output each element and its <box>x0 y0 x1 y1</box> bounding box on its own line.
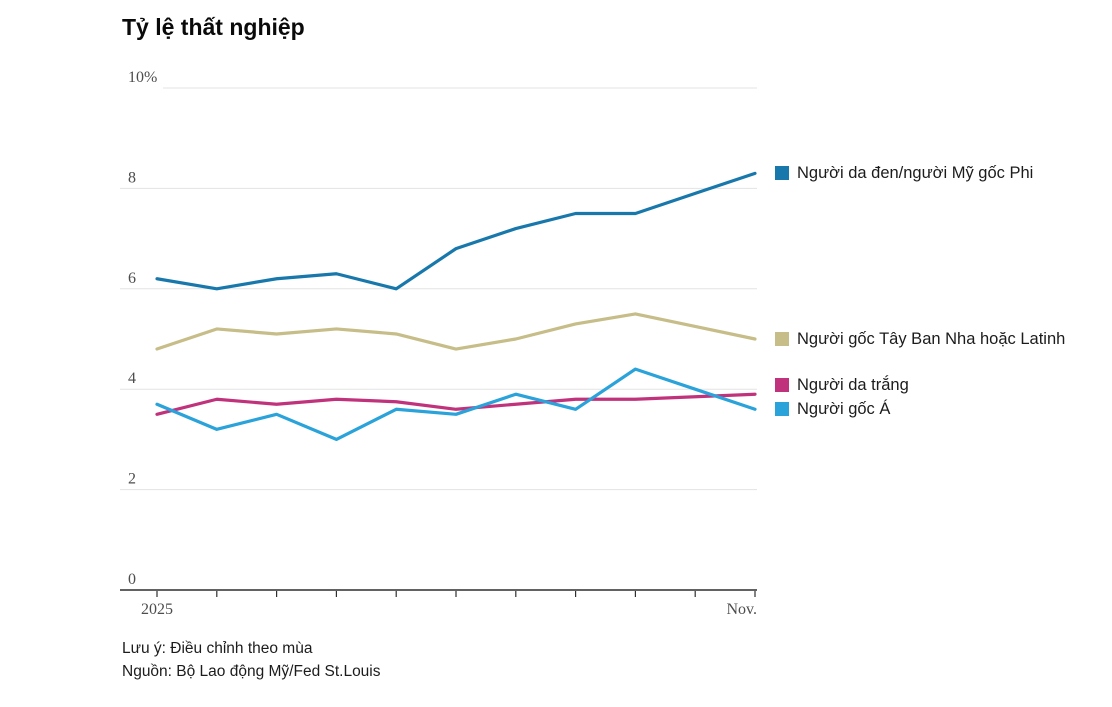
series-line-0 <box>155 171 757 291</box>
y-tick-label: 4 <box>128 370 136 387</box>
y-tick-label: 6 <box>128 270 136 287</box>
y-tick-label: 10% <box>128 69 157 86</box>
chart-title: Tỷ lệ thất nghiệp <box>122 14 305 40</box>
x-tick-label-first: 2025 <box>141 601 173 618</box>
series-line-1 <box>155 312 757 351</box>
chart-footnotes: Lưu ý: Điều chỉnh theo mùa Nguồn: Bộ Lao… <box>122 637 381 684</box>
x-tick-label-last: Nov. <box>726 601 757 618</box>
series-line-3 <box>155 367 757 441</box>
line-chart: 10% 8 6 4 2 0 2025 Nov. <box>120 69 757 618</box>
y-tick-label: 2 <box>128 471 136 488</box>
footnote-source: Nguồn: Bộ Lao động Mỹ/Fed St.Louis <box>122 663 381 681</box>
footnote-note: Lưu ý: Điều chỉnh theo mùa <box>122 640 313 657</box>
y-tick-label: 8 <box>128 169 136 186</box>
series-line-2 <box>155 392 757 416</box>
y-tick-label: 0 <box>128 571 136 588</box>
